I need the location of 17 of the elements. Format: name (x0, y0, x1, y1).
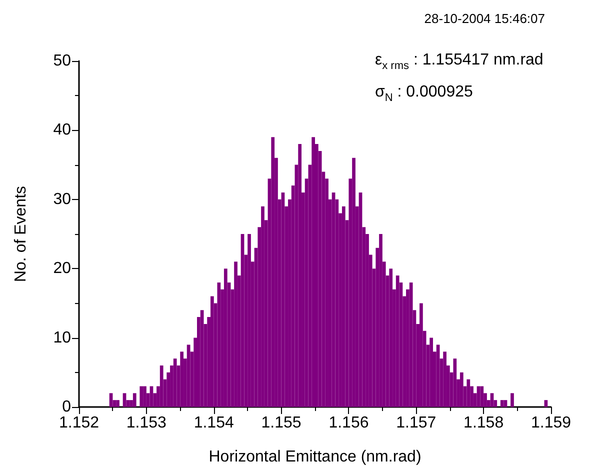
x-tick-label: 1.157 (396, 414, 436, 432)
x-axis-title: Horizontal Emittance (nm.rad) (208, 448, 422, 466)
y-tick-label: 0 (62, 398, 72, 416)
x-tick-label: 1.154 (194, 414, 234, 432)
y-axis-title: No. of Events (12, 186, 30, 282)
y-tick-label: 20 (53, 260, 72, 278)
y-tick-label: 30 (53, 190, 72, 208)
x-tick-label: 1.159 (530, 414, 572, 432)
x-tick-label: 1.155 (261, 414, 302, 432)
x-tick-label: 1.153 (126, 414, 167, 432)
y-tick-label: 50 (53, 52, 72, 70)
x-tick-label: 1.158 (464, 414, 504, 432)
text: 28-10-2004 15:46:07 (424, 11, 546, 26)
x-tick-label: 1.156 (328, 414, 369, 432)
y-tick-label: 40 (53, 122, 72, 139)
y-tick-label: 10 (53, 329, 72, 346)
x-tick-label: 1.152 (58, 414, 100, 432)
